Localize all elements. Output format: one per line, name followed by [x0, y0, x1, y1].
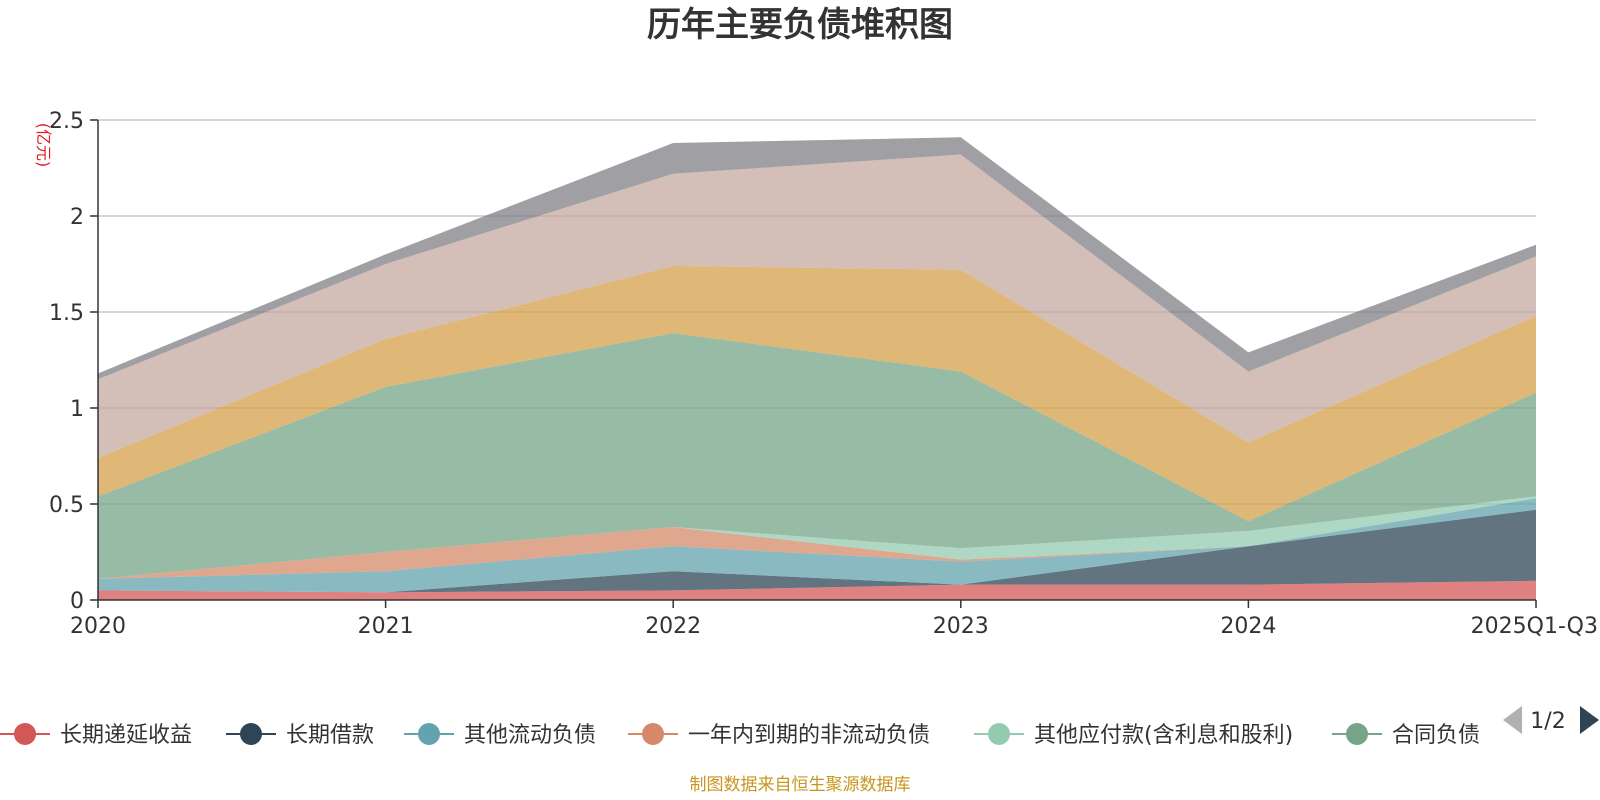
area-series-7 [98, 154, 1536, 458]
legend-marker-icon [988, 723, 1010, 745]
y-tick-label: 2 [70, 205, 84, 230]
legend-marker-icon [642, 723, 664, 745]
legend-item-0[interactable]: 长期递延收益 [0, 723, 192, 748]
legend-item-1[interactable]: 长期借款 [226, 723, 374, 748]
area-series-8 [98, 137, 1536, 380]
y-tick-label: 1 [70, 397, 84, 422]
x-tick-label: 2020 [70, 614, 126, 639]
x-tick-label: 2022 [645, 614, 701, 639]
legend-label: 一年内到期的非流动负债 [688, 723, 930, 748]
area-series-0 [98, 580, 1536, 600]
legend-label: 长期递延收益 [60, 723, 192, 748]
legend-label: 长期借款 [286, 723, 374, 748]
y-tick-label: 0 [70, 589, 84, 614]
legend-pager: 1/2 [1503, 706, 1599, 734]
legend-item-2[interactable]: 其他流动负债 [404, 723, 596, 748]
x-tick-label: 2024 [1220, 614, 1276, 639]
x-tick-label: 2021 [358, 614, 414, 639]
legend-label: 合同负债 [1392, 723, 1480, 748]
area-series-3 [98, 498, 1536, 579]
legend-item-5[interactable]: 合同负债 [1332, 723, 1480, 748]
legend-item-4[interactable]: 其他应付款(含利息和股利) [974, 723, 1293, 748]
stacked-areas [98, 137, 1536, 600]
y-tick-label: 1.5 [49, 301, 84, 326]
area-series-1 [98, 509, 1536, 593]
legend-marker-icon [1346, 723, 1368, 745]
x-tick-label: 2025Q1-Q3 [1471, 614, 1598, 639]
y-tick-label: 0.5 [49, 493, 84, 518]
legend-label: 其他流动负债 [464, 723, 596, 748]
legend: 长期递延收益 长期借款 其他流动负债 一年内到期的非流动负债 其他应付款(含利息和股利)… [0, 723, 1480, 748]
legend-marker-icon [14, 723, 36, 745]
legend-next-icon[interactable] [1580, 706, 1599, 734]
legend-marker-icon [418, 723, 440, 745]
chart-title: 历年主要负债堆积图 [647, 5, 953, 45]
y-tick-label: 2.5 [49, 109, 84, 134]
legend-item-3[interactable]: 一年内到期的非流动负债 [628, 723, 930, 748]
legend-label: 其他应付款(含利息和股利) [1034, 723, 1293, 748]
area-series-2 [98, 498, 1536, 593]
y-axis-unit-label: (亿元) [34, 123, 53, 168]
legend-page-indicator: 1/2 [1530, 709, 1565, 734]
area-series-5 [98, 333, 1536, 579]
legend-prev-icon[interactable] [1503, 706, 1522, 734]
area-series-6 [98, 265, 1536, 522]
legend-marker-icon [240, 723, 262, 745]
x-tick-label: 2023 [933, 614, 989, 639]
axes: 0 0.5 1 1.5 2 2.5 2020 2021 2022 2023 2024 2025Q1-Q… [49, 109, 1598, 639]
source-note: 制图数据来自恒生聚源数据库 [690, 775, 911, 795]
